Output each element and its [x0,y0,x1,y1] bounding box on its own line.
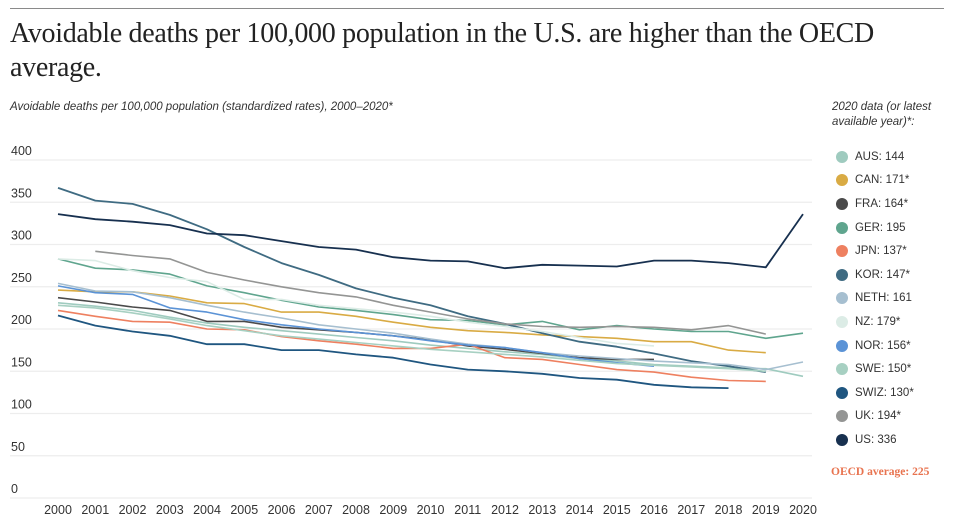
series-line-neth [57,282,804,371]
series-line-nor [57,285,655,367]
legend-item: NOR: 156* [836,334,954,358]
x-tick-label: 2010 [417,503,445,517]
x-axis-ticks: 2000 2001 2002 2003 2004 2005 2006 2007 2008 2009… [44,503,817,517]
legend-label: KOR: 147* [855,268,910,281]
series-line-can [57,289,766,354]
x-tick-label: 2002 [119,503,147,517]
legend-title: 2020 data (or latest available year)*: [832,101,932,128]
legend-label: US: 336 [855,433,897,446]
x-tick-label: 2001 [81,503,109,517]
legend-swatch-icon [836,197,848,210]
legend-swatch-icon [836,339,848,352]
series-line-us [57,213,804,270]
series-line-kor [57,187,766,373]
oecd-average-label: OECD average: 225 [831,466,930,478]
x-tick-label: 2016 [640,503,668,517]
legend-swatch-icon [836,363,848,376]
legend-item: US: 336 [836,428,954,452]
x-tick-label: 2013 [528,503,556,517]
chart-subtitle: Avoidable deaths per 100,000 population … [10,101,393,113]
legend-label: AUS: 144 [855,150,905,163]
legend-label: SWIZ: 130* [855,386,914,399]
series-line-swiz [57,314,729,389]
legend-swatch-icon [836,433,848,446]
chart-title: Avoidable deaths per 100,000 population … [10,18,874,83]
legend-swatch-icon [836,221,848,234]
y-tick-label: 200 [11,313,32,327]
legend-swatch-icon [836,174,848,187]
legend-item: JPN: 137* [836,239,954,263]
x-tick-label: 2004 [193,503,221,517]
legend-label: NOR: 156* [855,339,911,352]
y-tick-label: 100 [11,398,32,412]
series-lines [57,187,804,389]
series-line-uk [95,250,766,335]
legend-item: CAN: 171* [836,169,954,193]
legend-swatch-icon [836,268,848,281]
x-tick-label: 2000 [44,503,72,517]
x-tick-label: 2011 [454,503,481,517]
x-tick-label: 2009 [379,503,407,517]
series-line-nz [57,258,655,347]
legend-swatch-icon [836,292,848,305]
legend-item: FRA: 164* [836,192,954,216]
legend-item: NZ: 179* [836,310,954,334]
legend-label: JPN: 137* [855,245,907,258]
x-tick-label: 2007 [305,503,333,517]
x-tick-label: 2019 [752,503,780,517]
x-tick-label: 2017 [677,503,705,517]
y-tick-label: 50 [11,440,25,454]
x-tick-label: 2012 [491,503,519,517]
legend-swatch-icon [836,315,848,328]
y-tick-label: 350 [11,186,32,200]
x-tick-label: 2018 [715,503,743,517]
x-tick-label: 2014 [566,503,594,517]
legend-item: UK: 194* [836,405,954,429]
top-rule [10,8,944,9]
legend-item: NETH: 161 [836,287,954,311]
y-tick-label: 400 [11,144,32,158]
y-tick-label: 300 [11,229,32,243]
legend-item: GER: 195 [836,216,954,240]
series-line-swe [57,304,766,373]
y-tick-label: 250 [11,271,32,285]
legend-label: NETH: 161 [855,292,912,305]
x-tick-label: 2006 [268,503,296,517]
legend-swatch-icon [836,245,848,258]
legend-item: SWE: 150* [836,357,954,381]
legend-label: NZ: 179* [855,315,901,328]
x-tick-label: 2005 [230,503,258,517]
y-axis-ticks: 0 50 100 150 200 250 300 350 400 [11,144,32,496]
legend-label: FRA: 164* [855,197,909,210]
legend-item: KOR: 147* [836,263,954,287]
legend-label: UK: 194* [855,410,902,423]
legend: AUS: 144 CAN: 171* FRA: 164* GER: 195 JPN: 1… [836,145,954,452]
x-tick-label: 2008 [342,503,370,517]
series-line-ger [57,258,804,340]
legend-item: AUS: 144 [836,145,954,169]
y-tick-label: 150 [11,355,32,369]
x-tick-label: 2020 [789,503,817,517]
legend-label: GER: 195 [855,221,906,234]
legend-swatch-icon [836,150,848,163]
y-tick-label: 0 [11,482,18,496]
legend-swatch-icon [836,386,848,399]
x-tick-label: 2015 [603,503,631,517]
legend-swatch-icon [836,410,848,423]
legend-label: SWE: 150* [855,363,912,376]
legend-label: CAN: 171* [855,174,910,187]
legend-item: SWIZ: 130* [836,381,954,405]
x-tick-label: 2003 [156,503,184,517]
